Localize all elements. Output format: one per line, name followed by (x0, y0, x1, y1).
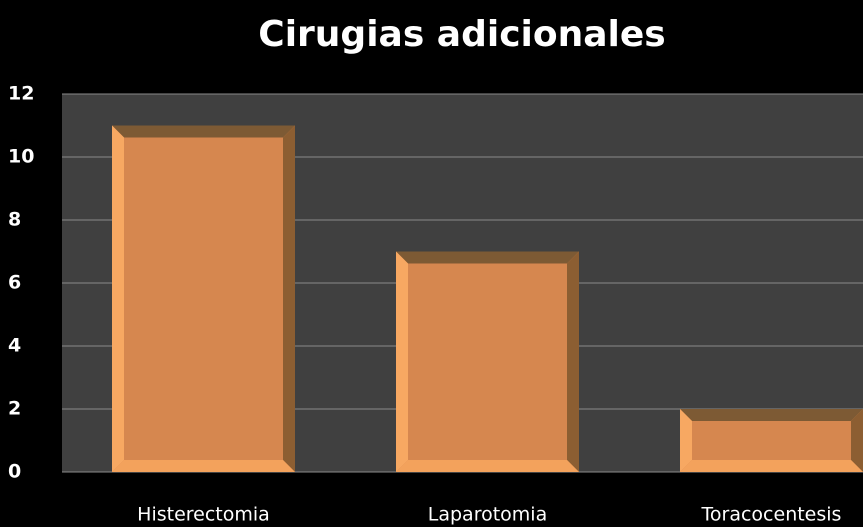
x-tick-label: Laparotomia (428, 504, 547, 526)
chart-title: Cirugias adicionales (258, 14, 665, 55)
bar-bevel-right (851, 409, 863, 472)
bar-bevel-top (680, 409, 863, 421)
y-tick-label: 10 (8, 146, 34, 168)
bar-bevel-left (396, 251, 408, 472)
y-tick-label: 8 (8, 209, 21, 231)
y-tick-label: 0 (8, 461, 21, 483)
x-tick-label: Histerectomia (137, 504, 270, 526)
y-tick-label: 2 (8, 398, 21, 420)
y-tick-label: 4 (8, 335, 21, 357)
bar-bevel-left (112, 125, 124, 472)
x-tick-label: Toracocentesis (701, 504, 842, 526)
y-tick-label: 6 (8, 272, 21, 294)
y-tick-label: 12 (8, 83, 34, 105)
bar-bevel-right (283, 125, 295, 472)
bar-bevel-bottom (680, 460, 863, 472)
bar-bevel-bottom (396, 460, 579, 472)
bar-bevel-top (396, 251, 579, 264)
bar (112, 125, 295, 472)
bar-bevel-left (680, 409, 692, 472)
bar (396, 251, 579, 472)
bar-bevel-right (567, 251, 579, 472)
bar-bevel-top (112, 125, 295, 138)
bar-bevel-bottom (112, 460, 295, 472)
